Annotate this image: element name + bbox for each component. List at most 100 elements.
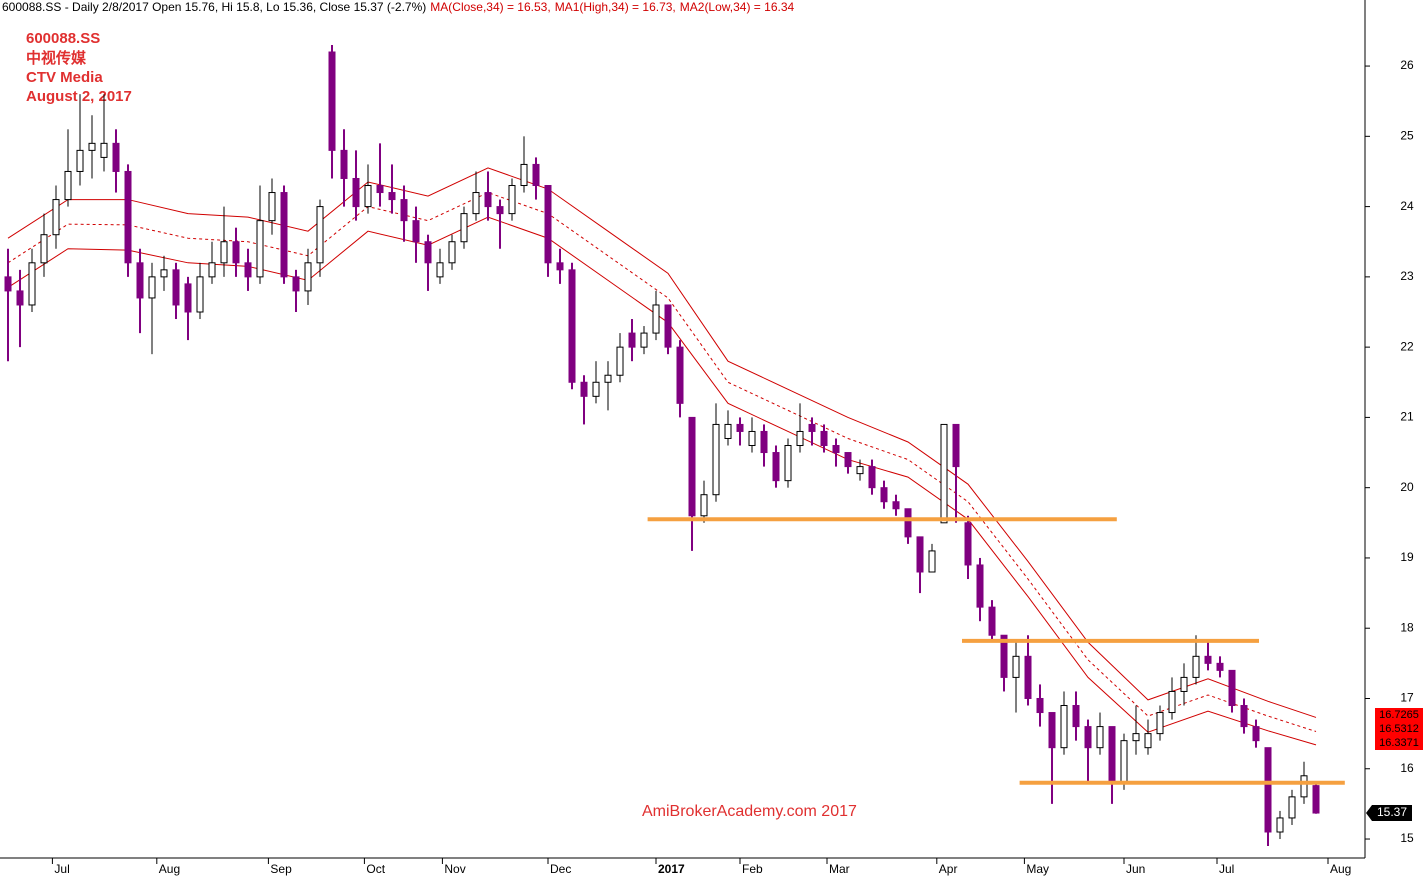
candle-body [544, 185, 552, 264]
candle-body [988, 606, 996, 636]
x-tick-label: Apr [939, 862, 958, 876]
candle-body [1168, 690, 1176, 714]
candle-body [1000, 634, 1008, 678]
candle-body [700, 494, 708, 517]
x-tick-label: Aug [159, 862, 180, 876]
candle-body [556, 262, 564, 271]
candle-body [28, 262, 36, 306]
candle-body [1072, 705, 1080, 728]
candle-body [676, 346, 684, 404]
candle-body [220, 241, 228, 264]
y-tick-label: 19 [1400, 550, 1414, 564]
candle-body [568, 269, 576, 383]
candle-body [1276, 817, 1284, 833]
candle-body [616, 346, 624, 376]
candle-body [328, 51, 336, 151]
candle-body [784, 445, 792, 482]
x-tick-label: Dec [550, 862, 571, 876]
candle-body [724, 423, 732, 439]
candle-body [880, 487, 888, 503]
candle-body [748, 430, 756, 447]
x-tick-label: Oct [366, 862, 385, 876]
candle-body [1228, 669, 1236, 707]
candle-body [652, 304, 660, 334]
candle-body [580, 381, 588, 397]
candle-body [172, 269, 180, 306]
x-tick-label: Mar [829, 862, 850, 876]
header: 600088.SS - Daily 2/8/2017 Open 15.76, H… [2, 0, 794, 14]
x-tick-label: Aug [1330, 862, 1351, 876]
candle-body [796, 430, 804, 447]
price-tag-box [1375, 736, 1423, 750]
candle-body [424, 241, 432, 264]
candle-body [916, 536, 924, 573]
candle-body [832, 445, 840, 454]
price-tag-box [1375, 708, 1423, 722]
candle-body [196, 276, 204, 313]
candle-body [1312, 785, 1320, 814]
candle-body [808, 423, 816, 432]
y-tick-label: 18 [1400, 620, 1414, 634]
y-tick-label: 15 [1400, 831, 1414, 845]
candle-body [976, 564, 984, 608]
candle-body [160, 269, 168, 278]
candle-body [820, 430, 828, 447]
candle-body [112, 142, 120, 172]
candle-body [1192, 655, 1200, 678]
candle-body [1060, 705, 1068, 749]
candle-body [412, 220, 420, 243]
candle-body [304, 262, 312, 292]
candle-body [772, 452, 780, 482]
y-tick-label: 24 [1400, 199, 1414, 213]
candle-body [892, 501, 900, 510]
y-tick-label: 26 [1400, 58, 1414, 72]
candle-body [256, 220, 264, 278]
y-tick-label: 17 [1400, 691, 1414, 705]
candle-body [1120, 740, 1128, 784]
header-ma: MA1(High,34) = 16.73, [555, 0, 676, 14]
candle-body [136, 262, 144, 299]
candle-body [1156, 712, 1164, 735]
annotations: 600088.SS 中视传媒 CTV Media August 2, 2017 [26, 30, 132, 105]
x-tick-label: Jul [1219, 862, 1234, 876]
candle-body [316, 206, 324, 264]
x-tick-label: Jul [54, 862, 69, 876]
candle-body [1132, 733, 1140, 742]
candle-body [940, 423, 948, 524]
candle-body [340, 149, 348, 179]
candle-body [952, 423, 960, 468]
candle-body [292, 276, 300, 292]
candle-body [1252, 726, 1260, 742]
candle-body [868, 466, 876, 489]
x-tick-label: Nov [444, 862, 465, 876]
y-tick-label: 20 [1400, 480, 1414, 494]
x-tick-label: Jun [1126, 862, 1145, 876]
x-tick-label: 2017 [658, 862, 685, 876]
candle-body [88, 142, 96, 151]
candle-body [1084, 726, 1092, 749]
watermark: AmiBrokerAcademy.com 2017 [642, 803, 857, 820]
candle-body [1024, 655, 1032, 699]
candle-body [760, 430, 768, 454]
candle-body [232, 241, 240, 264]
candle-body [604, 374, 612, 383]
candle-body [664, 304, 672, 348]
candle-body [1036, 697, 1044, 714]
candle-body [1240, 705, 1248, 728]
candle-body [436, 262, 444, 278]
candle-body [928, 550, 936, 573]
candle-body [388, 192, 396, 201]
x-tick-label: May [1026, 862, 1049, 876]
y-tick-label: 16 [1400, 761, 1414, 775]
close-tag: 15.37 [1377, 805, 1407, 819]
candle-body [268, 192, 276, 222]
moving-average [7, 167, 1317, 718]
candle-body [1012, 655, 1020, 678]
candle-body [208, 262, 216, 278]
candle-body [1144, 733, 1152, 749]
candle-body [844, 452, 852, 468]
candle-body [1288, 796, 1296, 819]
candle-body [448, 241, 456, 264]
y-tick-label: 23 [1400, 269, 1414, 283]
